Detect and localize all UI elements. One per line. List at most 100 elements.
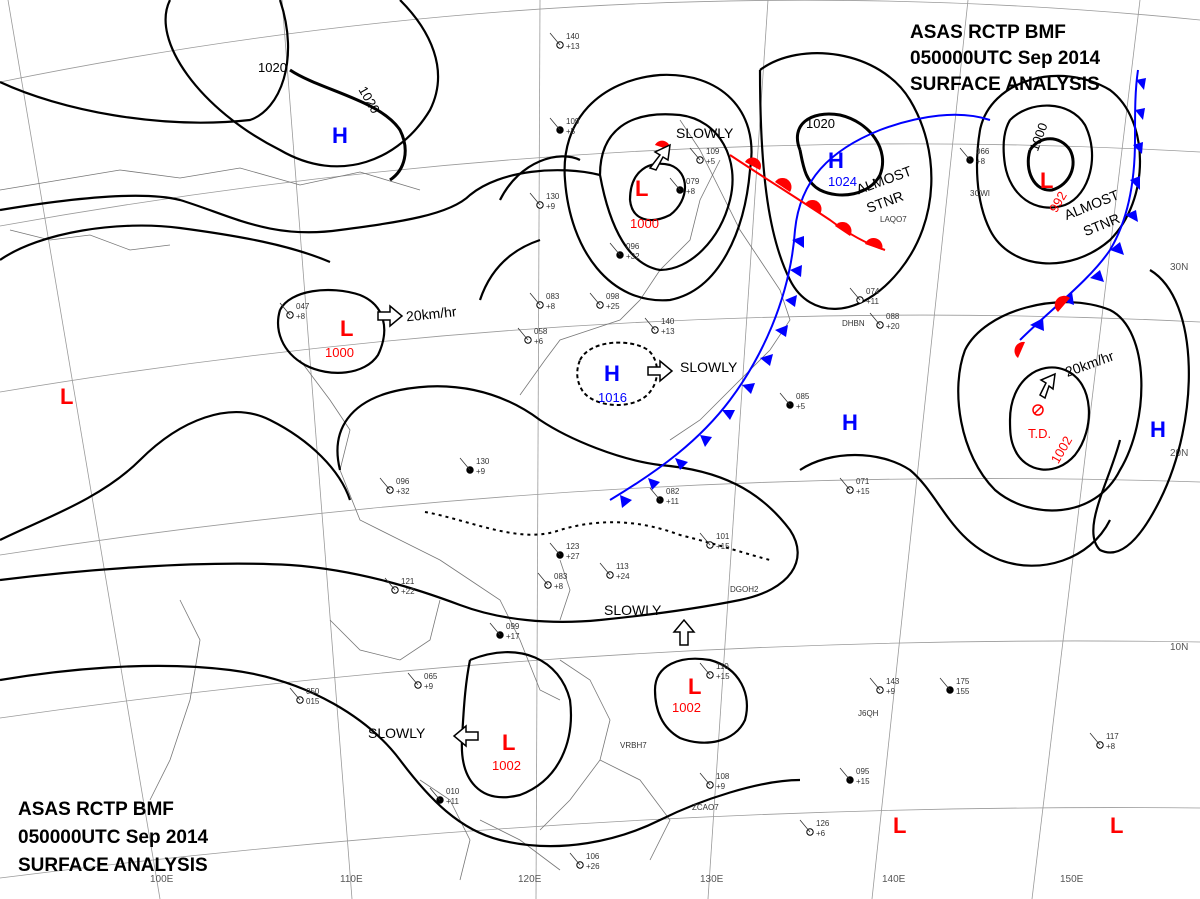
lon-label-140e: 140E bbox=[882, 874, 906, 885]
ship-callsign: DHBN bbox=[842, 319, 865, 328]
station-value: 083 bbox=[554, 572, 568, 581]
footer-subtitle: SURFACE ANALYSIS bbox=[18, 855, 208, 876]
low-center-symbol: L bbox=[502, 730, 515, 755]
footer-datetime: 050000UTC Sep 2014 bbox=[18, 827, 209, 848]
station-value: +25 bbox=[606, 302, 620, 311]
station-value: 015 bbox=[306, 697, 320, 706]
station-value: 065 bbox=[424, 672, 438, 681]
station-value: +15 bbox=[716, 672, 730, 681]
high-center-symbol: H bbox=[1150, 417, 1166, 442]
station-value: 085 bbox=[796, 392, 810, 401]
slowly-label: SLOWLY bbox=[368, 725, 426, 741]
station-value: 130 bbox=[546, 192, 560, 201]
station-value: +9 bbox=[886, 687, 896, 696]
station-value: +9 bbox=[424, 682, 434, 691]
station-value: 101 bbox=[716, 532, 730, 541]
speed-label: 20km/hr bbox=[405, 303, 457, 324]
station-value: +15 bbox=[856, 777, 870, 786]
station-value: +6 bbox=[534, 337, 544, 346]
station-value: 096 bbox=[396, 477, 410, 486]
station-value: +32 bbox=[626, 252, 640, 261]
ship-callsign: ZCAO7 bbox=[692, 803, 719, 812]
station-value: 121 bbox=[401, 577, 415, 586]
station-value: +17 bbox=[506, 632, 520, 641]
footer-title: ASAS RCTP BMF bbox=[18, 799, 174, 820]
ship-callsign: 3CWI bbox=[970, 189, 990, 198]
station-value: 108 bbox=[716, 772, 730, 781]
station-value: 083 bbox=[546, 292, 560, 301]
station-value: +9 bbox=[476, 467, 486, 476]
station-value: 088 bbox=[886, 312, 900, 321]
high-center-symbol: H bbox=[332, 123, 348, 148]
low-center-symbol: L bbox=[688, 674, 701, 699]
dashed-isobar-h bbox=[576, 341, 659, 406]
tropical-depression: T.D. 1002 bbox=[1028, 404, 1075, 466]
station-value: +5 bbox=[706, 157, 716, 166]
high-center-value: 1016 bbox=[598, 390, 627, 405]
ship-callsign: J6QH bbox=[858, 709, 879, 718]
station-value: 175 bbox=[956, 677, 970, 686]
low-center-value: 1000 bbox=[630, 216, 659, 231]
lon-label-150e: 150E bbox=[1060, 874, 1084, 885]
station-value: 050 bbox=[306, 687, 320, 696]
ship-callsign: VRBH7 bbox=[620, 741, 647, 750]
td-value: 1002 bbox=[1048, 433, 1075, 466]
low-center-symbol: L bbox=[1110, 813, 1123, 838]
station-value: +32 bbox=[396, 487, 410, 496]
station-value: 140 bbox=[661, 317, 675, 326]
lat-label-10n: 10N bbox=[1170, 642, 1188, 653]
ship-callsign: DGOH2 bbox=[730, 585, 759, 594]
station-value: +11 bbox=[446, 797, 460, 806]
station-value: 113 bbox=[616, 562, 629, 571]
slowly-label: SLOWLY bbox=[676, 125, 734, 141]
high-center-value: 1024 bbox=[828, 174, 857, 189]
ship-callsign: LAQO7 bbox=[880, 215, 907, 224]
station-value: +9 bbox=[716, 782, 726, 791]
station-value: +11 bbox=[666, 497, 680, 506]
station-value: 143 bbox=[886, 677, 900, 686]
station-value: +26 bbox=[586, 862, 600, 871]
low-center-symbol: L bbox=[635, 176, 648, 201]
station-value: 095 bbox=[856, 767, 870, 776]
low-center-symbol: L bbox=[60, 384, 73, 409]
station-value: +24 bbox=[616, 572, 630, 581]
high-center-symbol: H bbox=[828, 148, 844, 173]
station-value: 155 bbox=[956, 687, 970, 696]
station-value: 066 bbox=[976, 147, 990, 156]
station-value: 010 bbox=[446, 787, 460, 796]
station-value: +5 bbox=[796, 402, 806, 411]
station-value: +8 bbox=[976, 157, 986, 166]
isobar-label: 1000 bbox=[1026, 121, 1050, 153]
cold-front bbox=[609, 113, 991, 501]
station-value: +8 bbox=[686, 187, 696, 196]
pressure-centers: H L 1000 H 1024 L 992 L 1000 H 1016 H H … bbox=[60, 123, 1166, 838]
station-value: 110 bbox=[716, 662, 729, 671]
station-value: 074 bbox=[866, 287, 880, 296]
td-label: T.D. bbox=[1028, 426, 1051, 441]
station-value: 140 bbox=[566, 32, 580, 41]
station-value: 071 bbox=[856, 477, 870, 486]
header-datetime: 050000UTC Sep 2014 bbox=[910, 48, 1101, 69]
motion-arrows bbox=[377, 143, 1056, 748]
almost-stnr-label: ALMOST bbox=[854, 162, 914, 197]
header-title: ASAS RCTP BMF bbox=[910, 22, 1066, 43]
station-value: +6 bbox=[816, 829, 826, 838]
low-center-symbol: L bbox=[893, 813, 906, 838]
station-value: +8 bbox=[554, 582, 564, 591]
low-center-value: 1000 bbox=[325, 345, 354, 360]
isobar-label: 1020 bbox=[258, 60, 287, 75]
fronts bbox=[609, 69, 1146, 508]
station-value: 096 bbox=[626, 242, 640, 251]
isobar-label: 1020 bbox=[806, 116, 835, 131]
station-value: +13 bbox=[661, 327, 675, 336]
speed-label: 20km/hr bbox=[1063, 347, 1116, 379]
lon-label-110e: 110E bbox=[340, 874, 363, 885]
station-value: 099 bbox=[506, 622, 520, 631]
station-value: 098 bbox=[606, 292, 620, 301]
longitude-labels: 100E 110E 120E 130E 140E 150E 30N 20N 10… bbox=[150, 262, 1188, 885]
station-value: 117 bbox=[1106, 732, 1119, 741]
high-center-symbol: H bbox=[604, 361, 620, 386]
station-value: +27 bbox=[566, 552, 580, 561]
station-value: 109 bbox=[566, 117, 580, 126]
